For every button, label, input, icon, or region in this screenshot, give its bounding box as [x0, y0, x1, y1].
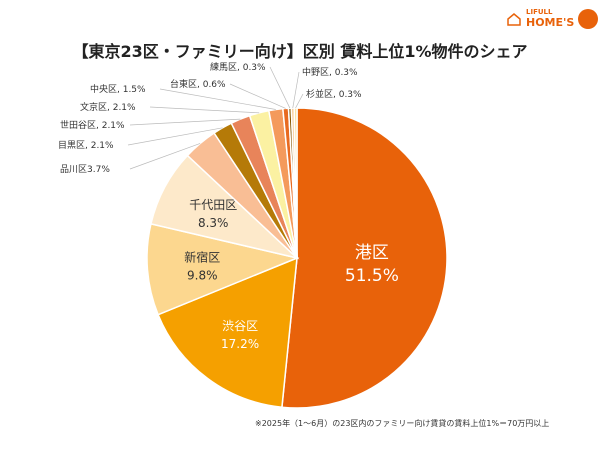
logo-line1: LIFULL	[526, 8, 553, 16]
slice-label: 千代田区	[189, 198, 237, 212]
leader-line	[229, 83, 286, 109]
slice-label: 文京区, 2.1%	[80, 101, 136, 113]
leader-line	[295, 93, 304, 109]
logo-line2: HOME'S	[526, 16, 575, 29]
slice-label: 品川区3.7%	[60, 164, 110, 175]
footnote: ※2025年（1〜6月）の23区内のファミリー向け賃貸の賃料上位1%＝70万円以…	[255, 419, 550, 428]
slice-value: 8.3%	[198, 216, 229, 230]
pie-slice-1	[281, 107, 448, 409]
slice-label: 新宿区	[184, 249, 220, 264]
pie-slice-3	[146, 222, 300, 316]
leader-line	[129, 118, 241, 126]
slice-label: 港区	[355, 243, 389, 263]
leader-line	[127, 127, 223, 146]
leader-line	[149, 106, 260, 114]
lifull-homes-logo: LIFULL HOME'S	[506, 8, 599, 29]
leader-line	[159, 88, 276, 110]
slice-label: 中央区, 1.5%	[90, 83, 146, 95]
slice-value: 17.2%	[221, 337, 259, 351]
leader-line	[269, 66, 291, 109]
slice-label: 目黒区, 2.1%	[58, 140, 114, 151]
pie-slice-13	[293, 107, 298, 259]
pie-slice-2	[157, 256, 298, 409]
house-icon	[507, 12, 521, 26]
slice-label: 杉並区, 0.3%	[306, 88, 362, 100]
slice-label: 世田谷区, 2.1%	[60, 119, 125, 131]
slice-value: 9.8%	[187, 268, 218, 282]
leader-line	[129, 143, 201, 170]
slice-value: 51.5%	[345, 266, 399, 286]
chart-title: 【東京23区・ファミリー向け】区別 賃料上位1%物件のシェア	[72, 42, 528, 61]
mascot-icon	[578, 8, 599, 29]
leader-line	[292, 71, 300, 109]
slice-label: 中野区, 0.3%	[302, 66, 358, 78]
slice-label: 台東区, 0.6%	[170, 78, 226, 90]
slice-label: 練馬区, 0.3%	[210, 61, 266, 73]
slice-label: 渋谷区	[222, 319, 258, 333]
